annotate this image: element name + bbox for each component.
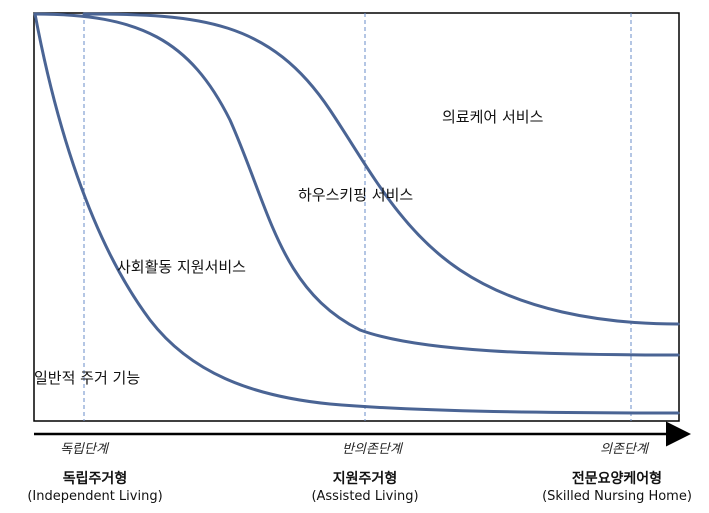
curve-general-housing: [33, 12, 680, 415]
label-social-support-services: 사회활동 지원서비스: [117, 258, 246, 276]
stage-label-semi-dependent: 반의존단계: [342, 442, 404, 457]
label-housekeeping-services: 하우스키핑 서비스: [298, 186, 413, 204]
curve-social-support: [33, 12, 680, 357]
housing-type-assisted-korean: 지원주거형: [332, 471, 398, 487]
stage-label-dependent: 의존단계: [600, 442, 650, 457]
housing-type-assisted: 지원주거형 (Assisted Living): [285, 470, 445, 506]
housing-type-nursing: 전문요양케어형 (Skilled Nursing Home): [528, 470, 706, 506]
curve-housekeeping: [82, 12, 680, 326]
stage-label-independent: 독립단계: [60, 442, 110, 457]
housing-type-independent-korean: 독립주거형: [62, 471, 128, 487]
label-general-housing-function: 일반적 주거 기능: [34, 369, 140, 387]
housing-type-nursing-english: (Skilled Nursing Home): [542, 489, 692, 504]
housing-type-independent: 독립주거형 (Independent Living): [10, 470, 180, 506]
housing-type-nursing-korean: 전문요양케어형: [571, 471, 663, 487]
housing-type-assisted-english: (Assisted Living): [311, 489, 419, 504]
diagram-frame: [33, 12, 680, 422]
housing-type-independent-english: (Independent Living): [27, 489, 163, 504]
label-medical-care-services: 의료케어 서비스: [442, 108, 544, 126]
